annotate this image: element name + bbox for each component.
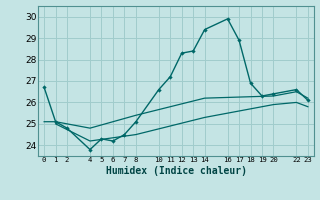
X-axis label: Humidex (Indice chaleur): Humidex (Indice chaleur) — [106, 166, 246, 176]
